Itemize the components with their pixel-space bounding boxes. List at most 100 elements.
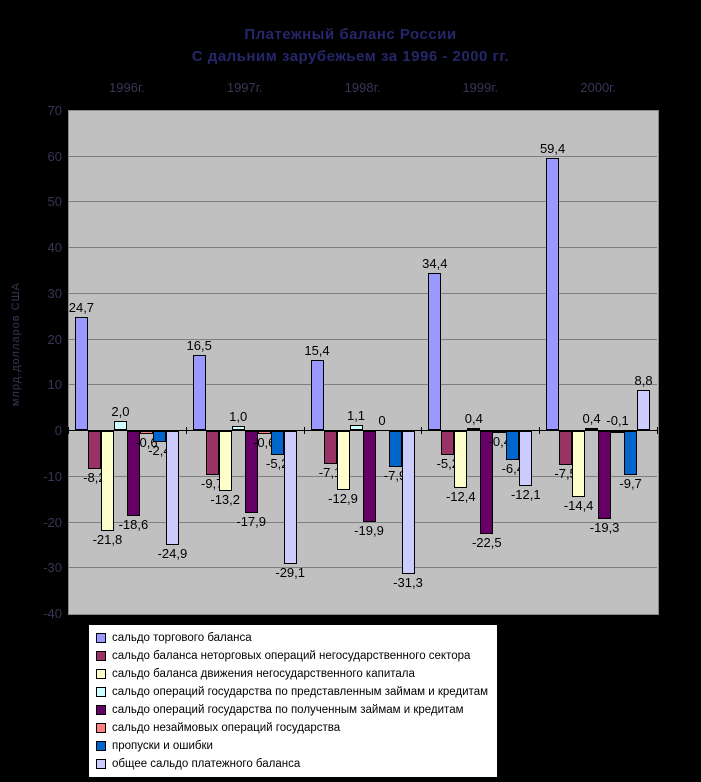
- legend-label: общее сальдо платежного баланса: [112, 758, 301, 770]
- bar-label: -14,4: [563, 497, 594, 513]
- axis-tick: [539, 427, 541, 435]
- bar: [598, 431, 612, 520]
- bar-label: -6,4: [501, 461, 524, 477]
- gridline: [68, 338, 657, 340]
- bar-label: 15,4: [304, 342, 330, 358]
- gridline: [68, 247, 657, 249]
- bar: [113, 420, 127, 431]
- gridline: [68, 567, 657, 569]
- bar: [349, 425, 363, 431]
- bar-label: -19,9: [354, 523, 384, 539]
- bar-label: 0: [378, 413, 386, 429]
- y-tick-label: 20: [47, 331, 62, 347]
- y-tick-label: 60: [47, 148, 62, 164]
- legend-key-swatch: [96, 723, 106, 733]
- legend: сальдо торгового баланса сальдо баланса н…: [88, 624, 498, 778]
- bar-label: -5,2: [265, 455, 289, 471]
- y-tick-label: -10: [43, 468, 62, 484]
- bar: [362, 431, 376, 523]
- bar: [480, 431, 494, 534]
- bar-label: 16,5: [186, 337, 212, 353]
- bar: [585, 428, 599, 431]
- bar-label: 34,4: [422, 255, 448, 271]
- bar: [493, 431, 507, 434]
- bar: [519, 431, 533, 487]
- legend-key-swatch: [96, 669, 106, 679]
- bar: [441, 431, 455, 455]
- y-tick-label: 70: [47, 103, 62, 118]
- bar: [559, 431, 573, 466]
- axis-tick: [68, 427, 69, 435]
- bar-label: -8,2: [83, 469, 106, 485]
- y-tick-label: 10: [47, 377, 62, 393]
- bar: [611, 431, 625, 434]
- bar-label: -0,6: [135, 434, 158, 450]
- bar-label: -12,9: [328, 491, 358, 507]
- bar: [74, 317, 88, 431]
- bar-label: -0,6: [252, 434, 276, 450]
- axis-tick: [421, 427, 423, 435]
- bar-label: -9,7: [200, 476, 224, 492]
- bar-label: -21,8: [92, 531, 123, 547]
- legend-label: сальдо баланса движения негосударственно…: [112, 668, 415, 680]
- bar: [506, 431, 520, 461]
- bar: [546, 158, 560, 431]
- x-category-label: 1999г.: [462, 80, 499, 95]
- x-category-label: 1996г.: [109, 80, 145, 95]
- bar: [231, 425, 245, 431]
- bar-label: 59,4: [539, 141, 566, 157]
- legend-item: сальдо операций государства по представл…: [96, 683, 497, 701]
- bar-label: -31,3: [393, 575, 423, 591]
- bar: [336, 431, 350, 491]
- gridline: [68, 384, 657, 386]
- bar: [165, 431, 179, 545]
- bar: [283, 431, 297, 565]
- bar-label: 24,7: [68, 300, 95, 316]
- gridline: [68, 292, 657, 294]
- legend-key-swatch: [96, 705, 106, 715]
- bar-label: -9,7: [619, 476, 642, 492]
- axis-tick: [185, 427, 187, 435]
- bar: [192, 354, 206, 431]
- bar: [401, 431, 415, 575]
- y-tick-label: -40: [43, 606, 62, 621]
- legend-label: пропуски и ошибки: [112, 740, 213, 752]
- bar: [87, 431, 101, 469]
- legend-item: сальдо незаймовых операций государства: [96, 719, 497, 737]
- bar: [388, 431, 402, 468]
- bar-label: 0,4: [464, 411, 483, 427]
- bar-label: 1,1: [346, 408, 366, 424]
- zero-axis-line: [68, 430, 658, 432]
- legend-item: сальдо торгового баланса: [96, 629, 497, 647]
- bar: [257, 431, 271, 434]
- y-tick-label: 40: [47, 240, 62, 256]
- bar: [205, 431, 219, 476]
- bar: [126, 431, 140, 517]
- bar-label: -2,4: [148, 443, 171, 459]
- bar-label: -17,9: [236, 513, 267, 529]
- legend-key-swatch: [96, 687, 106, 697]
- bar-label: -24,9: [157, 545, 188, 561]
- bar-label: -7,5: [554, 466, 577, 482]
- bar: [244, 431, 258, 513]
- legend-key-swatch: [96, 741, 106, 751]
- bar-label: -18,6: [118, 517, 149, 533]
- legend-label: сальдо торгового баланса: [112, 632, 252, 644]
- bar-label: -12,1: [510, 487, 541, 503]
- chart-title: Платежный баланс России: [244, 26, 457, 43]
- legend-label: сальдо операций государства по представл…: [112, 686, 488, 698]
- y-tick-label: 0: [54, 423, 62, 439]
- legend-key-swatch: [96, 651, 106, 661]
- axis-tick: [657, 427, 658, 435]
- bar-label: -7,9: [383, 468, 407, 484]
- bar-label: 8,8: [634, 372, 653, 388]
- legend-label: сальдо баланса неторговых операций негос…: [112, 650, 471, 662]
- x-category-label: 1998г.: [344, 80, 381, 95]
- bar: [139, 431, 153, 434]
- x-category-label: 1997г.: [226, 80, 263, 95]
- axis-tick: [303, 427, 305, 435]
- bar-label: -12,4: [445, 488, 476, 504]
- bar: [218, 431, 232, 492]
- y-tick-label: 30: [47, 285, 62, 301]
- chart-subtitle: С дальним зарубежьем за 1996 - 2000 гг.: [191, 48, 510, 65]
